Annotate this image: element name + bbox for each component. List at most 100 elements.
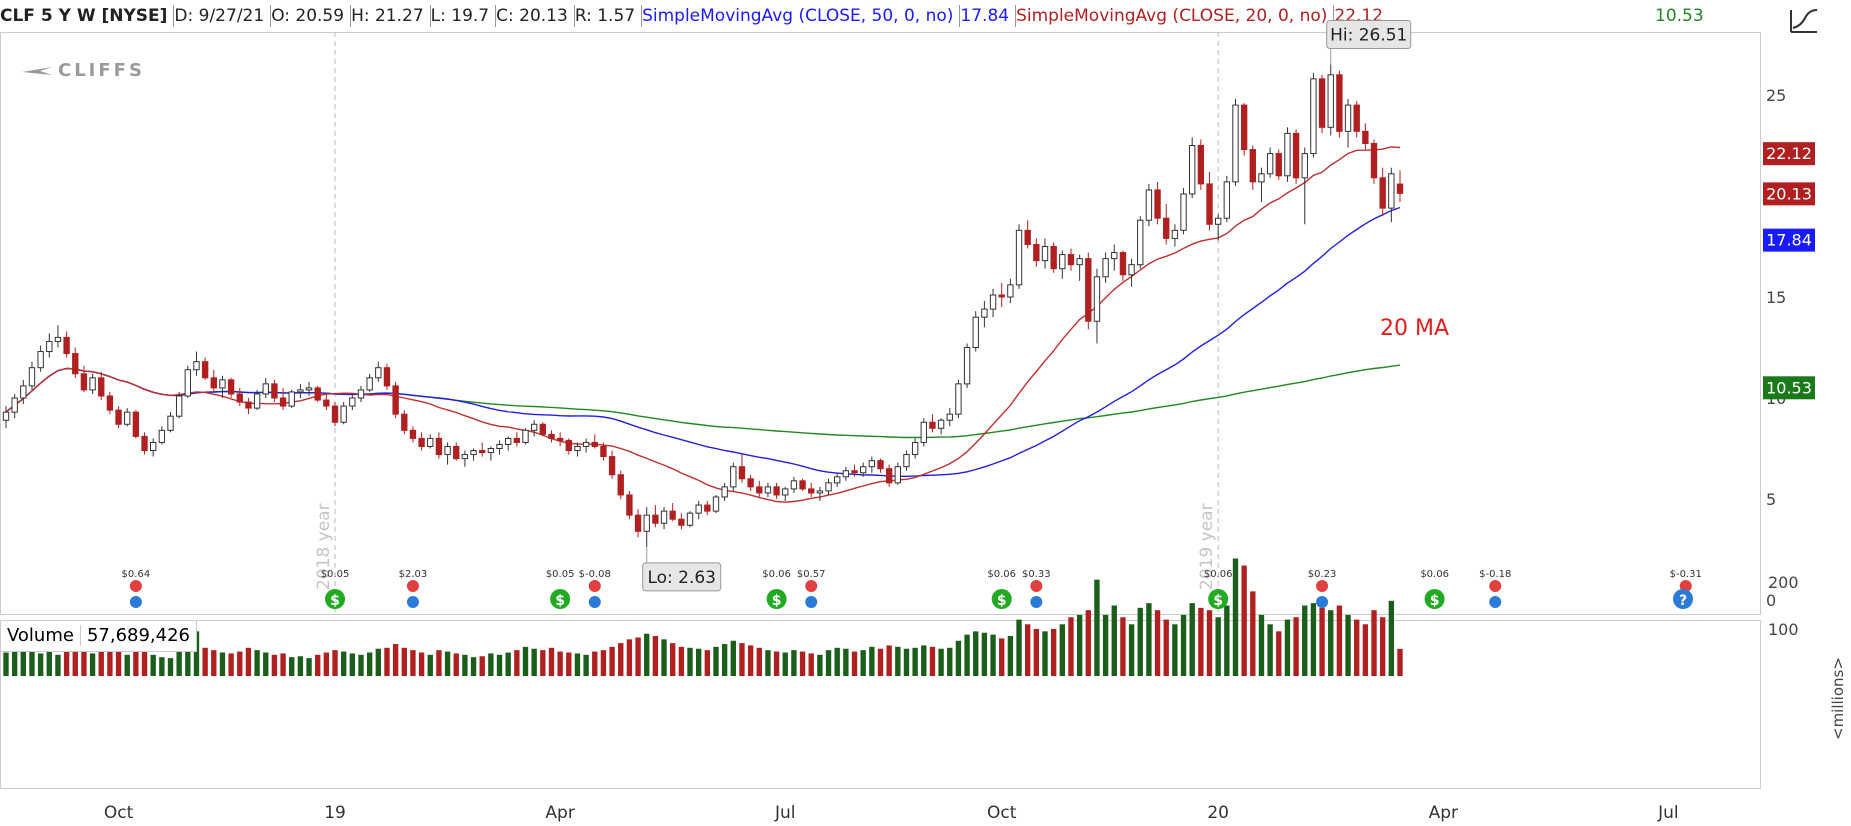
candle-body [461,454,469,460]
candle-body [2,411,10,421]
volume-bar [89,653,96,676]
candle-body [626,494,633,516]
volume-bar [929,646,936,676]
logo-text: CLIFFS [58,60,145,81]
help-icon-glyph: ? [1679,593,1687,609]
volume-bar [652,636,659,676]
volume-bar [384,647,390,676]
candle-body [227,379,235,395]
candle-body [271,383,278,399]
candle-body [72,353,79,375]
volume-bar [1059,624,1066,676]
candle-body [1327,74,1334,128]
candle-body [193,361,200,371]
earnings-icon [1679,580,1692,592]
high-label: H: 21.27 [351,6,424,26]
candle-body [1214,217,1222,225]
symbol-label[interactable]: CLF 5 Y W [NYSE] [0,6,168,26]
candle-body [357,389,365,399]
candle-body [1266,153,1274,175]
volume-bar [1085,610,1091,676]
volume-bars-layer [3,558,1403,676]
volume-bar [1172,624,1178,676]
candle-body [712,496,720,512]
sma20-label: SimpleMovingAvg (CLOSE, 20, 0, no) [1016,6,1328,26]
candle-body [340,405,347,423]
volume-bar [1354,619,1360,676]
earnings-value: $0.64 [122,569,151,580]
volume-bar [185,634,191,676]
x-axis-label: Jul [1657,803,1679,823]
volume-bar [1206,610,1213,676]
candle-body [479,450,486,454]
candle-body [1275,153,1282,177]
volume-bar [107,650,113,676]
earnings-info-icon [1489,596,1502,608]
volume-bar [479,656,485,676]
candle-body [1163,217,1170,239]
volume-bar [11,648,18,676]
candle-body [1206,183,1213,225]
volume-bar [1388,600,1395,676]
candle-body [539,423,547,435]
earnings-icon [1030,580,1043,592]
earnings-value: $2.03 [399,569,428,580]
price-badge-sma50 [1763,228,1815,252]
candle-body [1370,142,1378,179]
volume-panel-border [0,620,1761,789]
candle-body [548,433,555,439]
volume-bar [1241,565,1247,676]
price-badge-text-sma50: 17.84 [1766,231,1812,250]
candle-body [1076,258,1083,266]
candle-body [721,486,728,498]
volume-bar [306,658,312,676]
earnings-icon [1489,580,1502,592]
volume-bar [263,652,269,676]
candle-body [63,336,70,355]
candle-body [530,423,538,431]
candle-body [115,409,122,425]
candle-body [1093,276,1101,322]
volume-bar [3,652,9,676]
candle-body [314,387,321,401]
earnings-icon [588,580,601,592]
candle-body [470,450,477,456]
candle-body [1301,153,1308,179]
dividend-icon [1208,589,1229,609]
ma-annotation: 20 MA [1380,316,1449,341]
volume-bar [1379,617,1386,676]
earnings-icon [1316,580,1329,592]
help-icon [1673,589,1693,609]
drawing-tool-icon[interactable] [1787,4,1821,36]
volume-bar [1033,629,1040,676]
x-axis-label: Jul [774,803,796,823]
candle-body [262,383,269,395]
earnings-info-icon [129,596,142,608]
close-label: C: 20.13 [496,6,568,26]
dividend-icon-glyph: $ [1430,593,1440,609]
volume-bar [271,654,278,676]
range-label: R: 1.57 [574,6,636,26]
volume-bar [1016,619,1022,676]
candle-body [210,377,217,389]
volume-value: 57,689,426 [86,625,191,646]
volume-bar [1120,617,1126,676]
candle-body [496,443,503,449]
volume-bar [540,650,546,676]
volume-bar [193,631,200,676]
candle-body [253,393,261,409]
volume-bar [756,647,762,676]
price-badge-text-close: 20.13 [1766,184,1812,203]
candle-body [859,466,867,474]
candle-body [1379,177,1386,209]
volume-bar [843,648,849,676]
volume-bar [115,646,122,676]
volume-bar [739,643,745,676]
volume-bar [583,654,589,676]
earnings-value: $0.23 [1308,569,1337,580]
candle-body [418,437,425,447]
price-badge-close [1763,182,1815,206]
volume-bar [1258,614,1265,676]
dividend-icon-glyph: $ [330,593,340,609]
